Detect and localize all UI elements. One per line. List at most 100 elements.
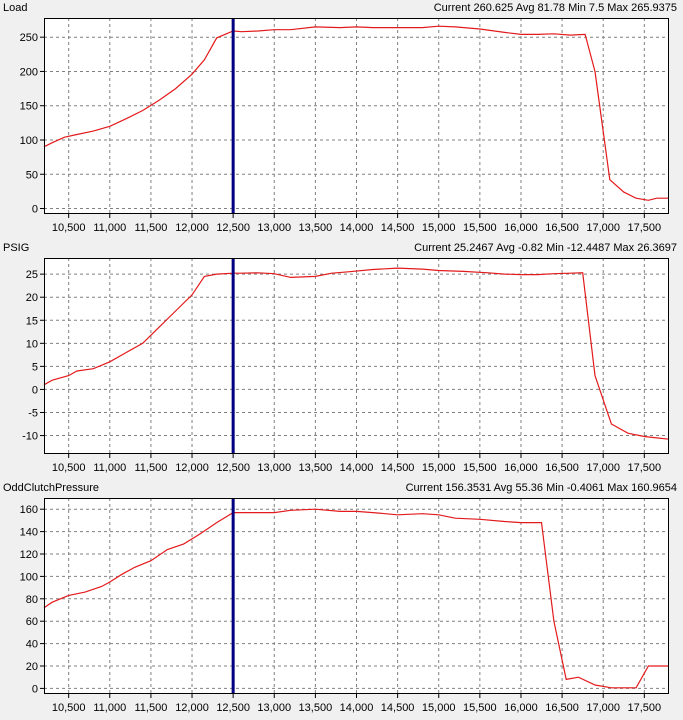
- x-tick-label: 17,000: [586, 222, 620, 234]
- x-tick-label: 10,500: [52, 702, 86, 714]
- x-tick-label: 12,500: [216, 702, 250, 714]
- stat-min-value: -12.4487: [566, 242, 611, 254]
- stat-label-current: Current: [405, 482, 443, 494]
- stat-current-value: 25.2467: [453, 242, 494, 254]
- x-tick-label: 14,000: [340, 222, 374, 234]
- x-tick-label: 13,000: [257, 462, 291, 474]
- series-line: [43, 508, 669, 689]
- x-tick-label: 14,500: [381, 462, 415, 474]
- stat-min-value: 7.5: [588, 2, 605, 14]
- plot-frame: [44, 498, 669, 694]
- x-tick-label: 14,000: [340, 702, 374, 714]
- y-tick-label: 25: [26, 269, 38, 281]
- chart-panel: Load Current 260.625 Avg 81.78 Min 7.5 Ma…: [0, 0, 683, 240]
- chart-panel: OddClutchPressure Current 156.3531 Avg 55…: [0, 480, 683, 720]
- x-tick-label: 15,000: [422, 222, 456, 234]
- x-tick-label: 13,500: [299, 222, 333, 234]
- x-tick-label: 14,500: [381, 222, 415, 234]
- x-tick-label: 16,000: [504, 702, 538, 714]
- y-tick-label: 80: [26, 594, 38, 606]
- plot-frame: [44, 18, 669, 214]
- x-tick-label: 17,500: [628, 462, 662, 474]
- stat-label-current: Current: [414, 242, 451, 254]
- x-tick-label: 16,500: [545, 462, 579, 474]
- stat-max-value: 26.3697: [637, 242, 677, 254]
- x-tick-label: 11,500: [134, 702, 167, 714]
- x-tick-label: 17,500: [628, 222, 662, 234]
- x-tick-label: 12,000: [175, 222, 209, 234]
- x-tick-label: 12,500: [216, 462, 250, 474]
- x-tick-label: 12,000: [175, 462, 209, 474]
- x-tick-label: 13,000: [257, 702, 291, 714]
- stat-min-value: -0.4061: [566, 482, 605, 494]
- stat-avg-value: -0.82: [517, 242, 544, 254]
- chart-title: OddClutchPressure: [3, 482, 99, 494]
- stat-avg-value: 81.78: [537, 2, 566, 14]
- y-tick-label: 60: [26, 616, 38, 628]
- y-tick-label: 200: [20, 66, 38, 78]
- chart-plot: 0 50 100 150 200 250 10,500 11,000 11,500 12,000 1…: [20, 18, 669, 234]
- x-tick-label: 16,000: [504, 462, 538, 474]
- plot-frame: [44, 258, 669, 454]
- y-tick-label: 250: [20, 32, 38, 44]
- stat-max-value: 160.9654: [631, 482, 677, 494]
- chart-header: Load Current 260.625 Avg 81.78 Min 7.5 Ma…: [0, 0, 683, 16]
- y-tick-label: -10: [22, 431, 38, 443]
- y-tick-label: 100: [20, 135, 38, 147]
- y-tick-label: 0: [32, 683, 38, 695]
- x-tick-label: 10,500: [52, 222, 86, 234]
- x-tick-label: 13,000: [257, 222, 291, 234]
- x-tick-label: 13,500: [299, 702, 333, 714]
- y-tick-label: 20: [26, 661, 38, 673]
- y-tick-label: 50: [26, 169, 38, 181]
- stat-label-max: Max: [613, 242, 635, 254]
- chart-stats: Current 260.625 Avg 81.78 Min 7.5 Max 26…: [434, 0, 677, 16]
- chart-stats: Current 156.3531 Avg 55.36 Min -0.4061 M…: [406, 480, 677, 496]
- stat-label-min: Min: [546, 242, 564, 254]
- stat-label-min: Min: [568, 2, 586, 14]
- x-tick-label: 14,000: [340, 462, 374, 474]
- chart-header: OddClutchPressure Current 156.3531 Avg 55…: [0, 480, 683, 496]
- stat-label-max: Max: [607, 2, 629, 14]
- x-tick-label: 12,500: [216, 222, 250, 234]
- y-tick-label: 150: [20, 101, 38, 113]
- y-tick-label: 140: [20, 527, 38, 539]
- chart-plot: -10 -5 0 5 10 15 20 25 10,500 11,000 11,500 12,000 1…: [22, 258, 670, 474]
- x-tick-label: 15,500: [463, 462, 497, 474]
- x-tick-label: 11,500: [134, 222, 167, 234]
- x-tick-label: 11,500: [134, 462, 167, 474]
- chart-plot: 0 20 40 60 80 100 120 140 160 10,500 11,000 11,500 1…: [20, 498, 669, 714]
- y-tick-label: 15: [26, 315, 38, 327]
- x-tick-label: 11,000: [93, 222, 126, 234]
- x-tick-label: 14,500: [381, 702, 415, 714]
- x-tick-label: 15,000: [422, 462, 456, 474]
- stat-label-min: Min: [546, 482, 564, 494]
- y-tick-label: 0: [32, 204, 38, 216]
- y-tick-label: 120: [20, 549, 38, 561]
- y-tick-label: 20: [26, 292, 38, 304]
- series-line: [43, 267, 670, 440]
- stat-current-value: 156.3531: [445, 482, 492, 494]
- x-tick-label: 10,500: [52, 462, 86, 474]
- x-tick-label: 13,500: [299, 462, 333, 474]
- y-tick-label: 0: [32, 384, 38, 396]
- stat-label-avg: Avg: [493, 482, 513, 494]
- x-tick-label: 15,500: [463, 702, 497, 714]
- y-tick-label: 100: [20, 571, 38, 583]
- chart-title: Load: [3, 2, 28, 14]
- x-tick-label: 17,500: [628, 702, 662, 714]
- chart-header: PSIG Current 25.2467 Avg -0.82 Min -12.44…: [0, 240, 683, 256]
- x-tick-label: 15,500: [463, 222, 497, 234]
- stat-max-value: 265.9375: [631, 2, 677, 14]
- y-tick-label: -5: [28, 407, 38, 419]
- chart-title: PSIG: [3, 242, 30, 254]
- y-tick-label: 10: [26, 338, 38, 350]
- stat-current-value: 260.625: [473, 2, 514, 14]
- x-tick-label: 11,000: [93, 702, 126, 714]
- stat-avg-value: 55.36: [515, 482, 544, 494]
- chart-stats: Current 25.2467 Avg -0.82 Min -12.4487 M…: [414, 240, 677, 256]
- x-tick-label: 12,000: [175, 702, 209, 714]
- x-tick-label: 11,000: [93, 462, 126, 474]
- x-tick-label: 17,000: [586, 702, 620, 714]
- stat-label-avg: Avg: [515, 2, 535, 14]
